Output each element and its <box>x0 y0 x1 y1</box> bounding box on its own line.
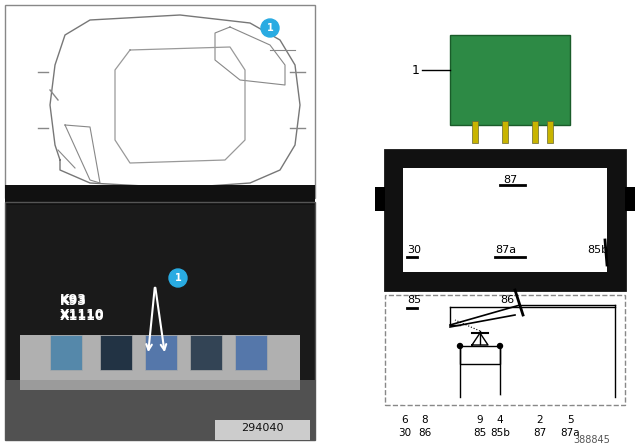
Text: 86: 86 <box>500 295 514 305</box>
Bar <box>235 335 267 370</box>
Text: 85b: 85b <box>587 245 608 255</box>
Bar <box>502 121 508 143</box>
Bar <box>532 121 538 143</box>
Text: 1: 1 <box>412 64 420 77</box>
Bar <box>215 420 310 440</box>
Circle shape <box>401 396 409 404</box>
Text: 87: 87 <box>503 175 517 185</box>
Text: 294040: 294040 <box>241 423 284 433</box>
Text: K93
X1110: K93 X1110 <box>60 295 104 323</box>
Text: 87a: 87a <box>495 245 516 255</box>
Text: 8: 8 <box>422 415 428 425</box>
Text: 5: 5 <box>566 415 573 425</box>
Bar <box>190 335 222 370</box>
Bar <box>625 187 635 211</box>
Circle shape <box>496 396 504 404</box>
Bar <box>460 346 500 364</box>
Bar <box>472 121 478 143</box>
Text: 2: 2 <box>537 415 543 425</box>
Text: 388845: 388845 <box>573 435 610 445</box>
Bar <box>547 121 553 143</box>
Text: 9: 9 <box>477 415 483 425</box>
Circle shape <box>536 396 544 404</box>
Text: 85: 85 <box>407 295 421 305</box>
Bar <box>385 295 625 405</box>
Bar <box>20 335 300 390</box>
Text: 1: 1 <box>267 23 273 33</box>
Text: 85b: 85b <box>490 428 510 438</box>
Bar <box>5 202 315 440</box>
Circle shape <box>458 344 463 349</box>
Bar <box>385 150 625 290</box>
Circle shape <box>421 396 429 404</box>
Circle shape <box>566 396 574 404</box>
Bar <box>5 5 315 198</box>
Circle shape <box>261 19 279 37</box>
Text: 87: 87 <box>533 428 547 438</box>
Bar <box>145 335 177 370</box>
Text: 87a: 87a <box>560 428 580 438</box>
Bar <box>375 187 385 211</box>
Text: K93: K93 <box>60 293 87 306</box>
Text: 4: 4 <box>497 415 503 425</box>
Circle shape <box>497 344 502 349</box>
Text: 1: 1 <box>175 273 181 283</box>
Bar <box>5 185 315 205</box>
Text: 30: 30 <box>407 245 421 255</box>
Text: 30: 30 <box>399 428 412 438</box>
Text: 86: 86 <box>419 428 431 438</box>
Bar <box>403 168 607 272</box>
Bar <box>5 202 315 440</box>
Circle shape <box>169 269 187 287</box>
Bar <box>50 335 82 370</box>
Text: 6: 6 <box>402 415 408 425</box>
Text: X1110: X1110 <box>60 308 104 321</box>
Bar <box>450 35 570 125</box>
Bar <box>100 335 132 370</box>
Circle shape <box>476 396 484 404</box>
Bar <box>5 380 315 440</box>
Text: 85: 85 <box>474 428 486 438</box>
